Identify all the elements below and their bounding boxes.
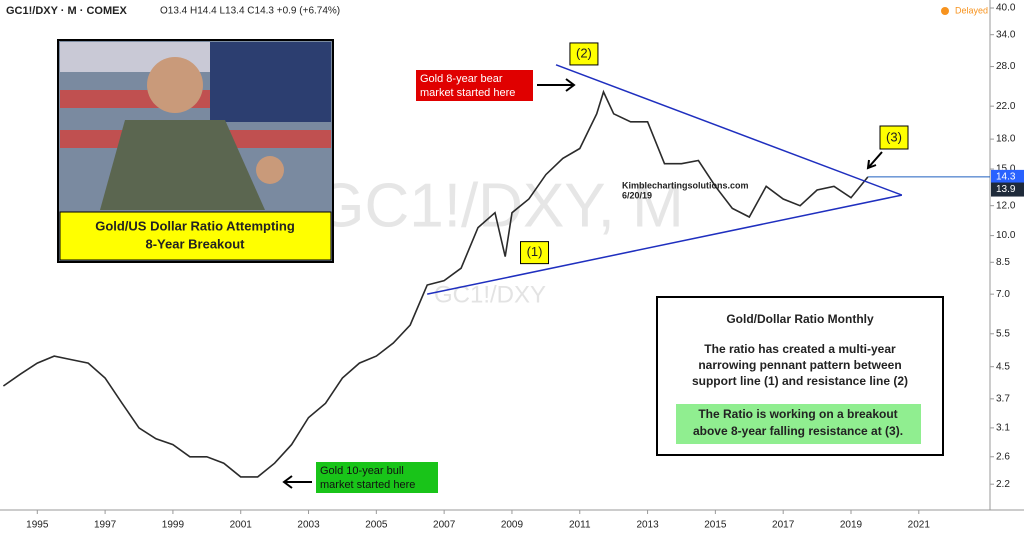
y-tick-label: 4.5 bbox=[996, 361, 1010, 372]
bull-note: market started here bbox=[320, 479, 415, 491]
y-tick-label: 34.0 bbox=[996, 29, 1016, 40]
label-box bbox=[879, 125, 909, 150]
x-tick-label: 1995 bbox=[26, 520, 49, 531]
label-box bbox=[520, 241, 550, 265]
last-price-tag bbox=[991, 169, 1024, 184]
note-title: Gold/Dollar Ratio Monthly bbox=[726, 312, 874, 326]
y-tick-label: 8.5 bbox=[996, 257, 1010, 268]
x-tick-label: 2021 bbox=[908, 520, 931, 531]
bear-note: market started here bbox=[420, 87, 515, 99]
source: Kimblechartingsolutions.com bbox=[622, 180, 749, 190]
label-box bbox=[569, 42, 599, 66]
x-tick-label: 2001 bbox=[230, 520, 253, 531]
x-tick-label: 2003 bbox=[297, 520, 320, 531]
y-tick-label: 2.2 bbox=[996, 479, 1010, 490]
bear-note: Gold 8-year bear bbox=[420, 73, 503, 85]
x-tick-label: 2015 bbox=[704, 520, 727, 531]
arrow bbox=[866, 151, 883, 170]
note-body: The ratio has created a multi-year bbox=[704, 342, 896, 356]
y-tick-label: 7.0 bbox=[996, 289, 1010, 300]
bull-box bbox=[316, 462, 438, 493]
x-tick-label: 2019 bbox=[840, 520, 863, 531]
caption-line: 8-Year Breakout bbox=[146, 236, 246, 251]
y-tick-label: 3.7 bbox=[996, 393, 1010, 404]
note-body: narrowing pennant pattern between bbox=[698, 358, 901, 372]
x-tick-label: 2009 bbox=[501, 520, 524, 531]
trendline bbox=[427, 194, 903, 295]
y-tick-label: 2.6 bbox=[996, 451, 1010, 462]
status-icon bbox=[941, 7, 949, 15]
x-tick-label: 2017 bbox=[772, 520, 795, 531]
y-tick-label: 22.0 bbox=[996, 101, 1016, 112]
callout-label: (3) bbox=[886, 129, 902, 144]
x-tick-label: 1997 bbox=[94, 520, 117, 531]
trendline bbox=[555, 64, 903, 196]
note-highlight-box bbox=[676, 404, 921, 444]
trendline-label: (2) bbox=[576, 45, 592, 60]
caption-box bbox=[59, 211, 332, 261]
trendline-label: (1) bbox=[527, 244, 543, 259]
y-tick-label: 15.0 bbox=[996, 164, 1016, 175]
y-tick-label: 3.1 bbox=[996, 423, 1010, 434]
bear-box bbox=[416, 70, 533, 101]
bull-note: Gold 10-year bull bbox=[320, 465, 404, 477]
last-price-label: 14.3 bbox=[996, 172, 1016, 183]
note-highlight: above 8-year falling resistance at (3). bbox=[693, 424, 903, 438]
caption-line: Gold/US Dollar Ratio Attempting bbox=[95, 218, 295, 233]
x-tick-label: 2007 bbox=[433, 520, 456, 531]
x-tick-label: 2011 bbox=[569, 520, 591, 531]
watermark-small: GC1!/DXY bbox=[434, 281, 546, 308]
x-tick-label: 2005 bbox=[365, 520, 388, 531]
y-tick-label: 18.0 bbox=[996, 134, 1016, 145]
date: 6/20/19 bbox=[622, 190, 652, 200]
y-tick-label: 12.0 bbox=[996, 200, 1016, 211]
symbol: GC1!/DXY · M · COMEX bbox=[6, 5, 127, 17]
arrow bbox=[282, 475, 312, 489]
x-tick-label: 1999 bbox=[162, 520, 185, 531]
arrow bbox=[537, 78, 576, 92]
prev-price-tag bbox=[991, 182, 1024, 197]
price-line bbox=[2, 89, 869, 478]
note-body: support line (1) and resistance line (2) bbox=[692, 374, 908, 388]
ohlc: O13.4 H14.4 L13.4 C14.3 +0.9 (+6.74%) bbox=[160, 6, 340, 17]
note-highlight: The Ratio is working on a breakout bbox=[698, 407, 897, 421]
watermark: GC1!/DXY, M bbox=[316, 171, 684, 240]
y-tick-label: 5.5 bbox=[996, 328, 1010, 339]
x-tick-label: 2013 bbox=[636, 520, 659, 531]
y-tick-label: 28.0 bbox=[996, 61, 1016, 72]
prev-price-label: 13.9 bbox=[996, 184, 1016, 195]
y-tick-label: 10.0 bbox=[996, 230, 1016, 241]
y-tick-label: 40.0 bbox=[996, 3, 1016, 14]
status: Delayed bbox=[955, 5, 988, 15]
